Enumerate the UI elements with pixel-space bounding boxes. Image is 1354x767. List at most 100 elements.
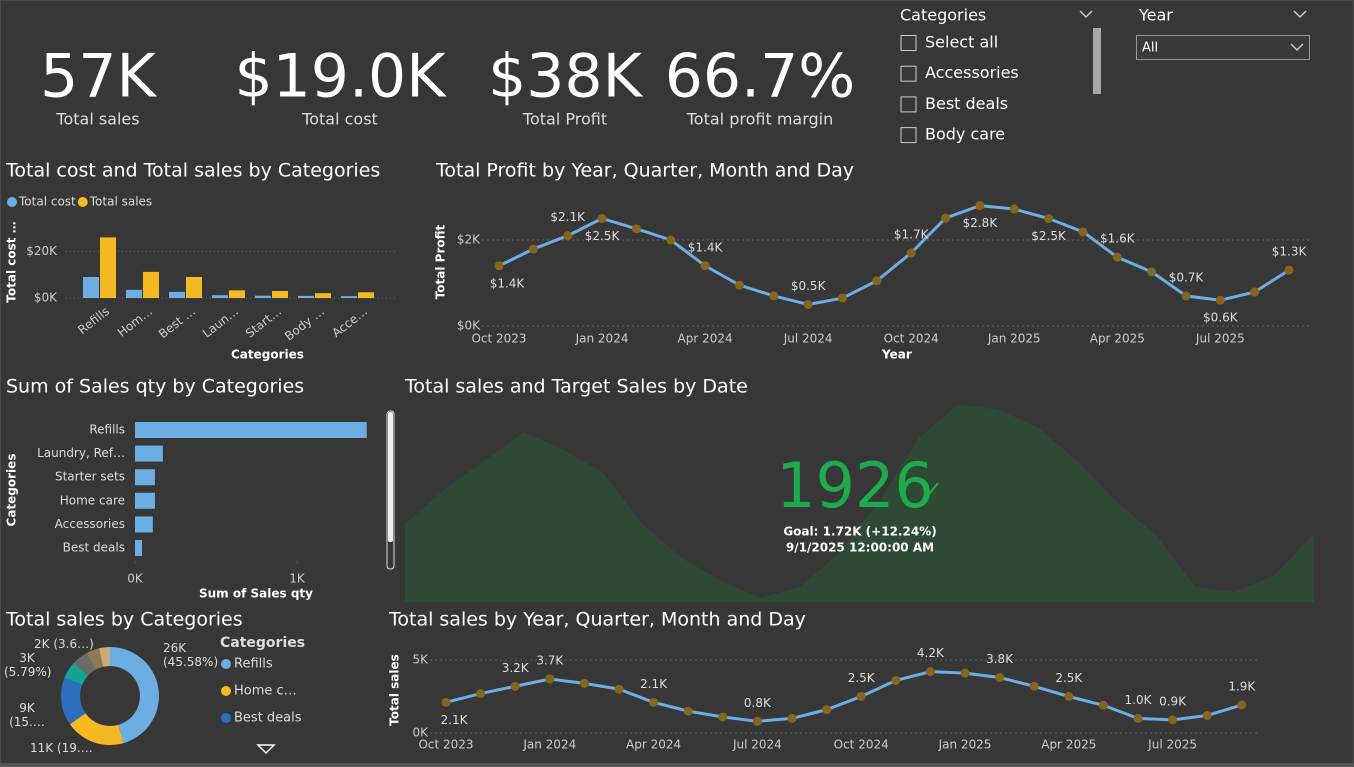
data-label: $2.5K (585, 229, 621, 243)
checkbox[interactable] (900, 96, 917, 113)
data-label: 2K (3.6…) (34, 637, 94, 651)
data-label: 3.7K (536, 653, 564, 667)
legend-swatch (221, 659, 231, 669)
legend-label: Best deals (234, 711, 302, 726)
bar (255, 295, 271, 298)
kpi-label: Total cost (301, 110, 378, 129)
x-tick-label: Start… (243, 304, 284, 340)
slicer-item[interactable]: Select all (925, 33, 998, 52)
slicer-item[interactable]: Best deals (925, 94, 1008, 113)
marker (563, 231, 573, 241)
marker (1284, 265, 1294, 275)
bar (135, 540, 142, 556)
data-label: 1.9K (1228, 679, 1256, 693)
x-tick-label: Apr 2025 (1090, 332, 1145, 346)
y-tick-label: Accessories (55, 517, 125, 531)
marker (1147, 267, 1157, 277)
scrollbar-track (386, 410, 395, 570)
marker (925, 667, 935, 677)
chevron[interactable] (1079, 10, 1093, 19)
chevron[interactable] (1293, 10, 1307, 19)
x-tick-label: 0K (127, 572, 144, 586)
marker (1202, 710, 1212, 720)
marker (631, 224, 641, 234)
marker (752, 716, 762, 726)
marker (1064, 692, 1074, 701)
x-tick-label: Apr 2025 (1041, 738, 1096, 752)
checkbox[interactable] (900, 127, 917, 144)
legend-swatch (7, 197, 17, 207)
x-tick-label: Oct 2023 (418, 738, 473, 752)
slicer-item[interactable]: Body care (925, 125, 1005, 144)
marker (995, 673, 1005, 683)
data-label: 0.8K (744, 696, 772, 710)
marker (579, 678, 589, 688)
donut-slice (110, 647, 160, 744)
chart-title: Sum of Sales qty by Categories (6, 376, 304, 398)
x-tick-label: Hom… (115, 304, 155, 340)
y-tick-label: $2K (457, 233, 481, 247)
legend-swatch (221, 713, 231, 723)
checkbox[interactable] (900, 65, 917, 82)
marker (941, 213, 951, 223)
marker (734, 280, 744, 290)
donut-slice (73, 652, 96, 676)
data-label: $1.4K (688, 240, 724, 254)
bar (315, 293, 331, 298)
x-tick-label: Best … (156, 304, 198, 341)
data-label: $0.5K (791, 279, 827, 293)
marker (649, 697, 659, 707)
data-label: 2.5K (1055, 671, 1083, 685)
marker (545, 674, 555, 684)
bar (341, 296, 357, 298)
kpi-date: 9/1/2025 12:00:00 AM (786, 541, 934, 555)
chevron[interactable] (1290, 43, 1304, 52)
slicer-title: Year (1138, 6, 1173, 25)
marker (975, 201, 985, 211)
kpi-value: 66.7% (665, 42, 856, 112)
donut-slice (86, 648, 104, 670)
bar (143, 271, 159, 298)
legend-scroll[interactable] (256, 744, 276, 755)
chart-title: Total Profit by Year, Quarter, Month and… (435, 160, 854, 182)
y-axis-title: Total cost … (5, 221, 19, 302)
x-tick-label: Apr 2024 (678, 332, 733, 346)
donut-slice (69, 713, 124, 745)
slicer-title: Categories (900, 6, 986, 25)
slicer-item[interactable]: Accessories (925, 63, 1019, 82)
x-axis-title: Sum of Sales qty (199, 587, 313, 601)
marker (891, 675, 901, 685)
dropdown[interactable] (1136, 35, 1310, 60)
marker (838, 293, 847, 303)
marker (1250, 287, 1260, 297)
data-label: 0.9K (1159, 694, 1187, 708)
kpi-goal: Goal: 1.72K (+12.24%) (783, 525, 936, 539)
marker (1112, 252, 1122, 262)
legend-label: Home c… (234, 684, 297, 699)
x-tick-label: Body … (282, 304, 327, 343)
scrollbar (1093, 28, 1101, 94)
data-label: $1.4K (490, 276, 526, 290)
x-tick-label: Jul 2024 (732, 738, 782, 752)
bar (229, 290, 245, 298)
marker (803, 300, 813, 309)
x-axis-title: Year (881, 348, 912, 362)
data-label: 26K (45.58%) (163, 641, 219, 669)
checkbox[interactable] (900, 35, 917, 51)
bar (100, 237, 116, 298)
donut-slice (98, 647, 110, 667)
marker (1029, 681, 1039, 691)
marker (1181, 291, 1191, 301)
x-tick-label: Oct 2024 (884, 332, 939, 346)
marker (1098, 700, 1108, 710)
legend-title: Categories (220, 635, 305, 651)
bar (135, 445, 163, 462)
chart-title: Total sales by Categories (5, 609, 243, 631)
marker (700, 261, 710, 271)
data-label: 2.1K (441, 713, 469, 727)
marker (528, 244, 538, 254)
data-label: $0.6K (1203, 311, 1239, 325)
y-tick-label: Home care (60, 493, 125, 507)
bar (126, 289, 142, 298)
